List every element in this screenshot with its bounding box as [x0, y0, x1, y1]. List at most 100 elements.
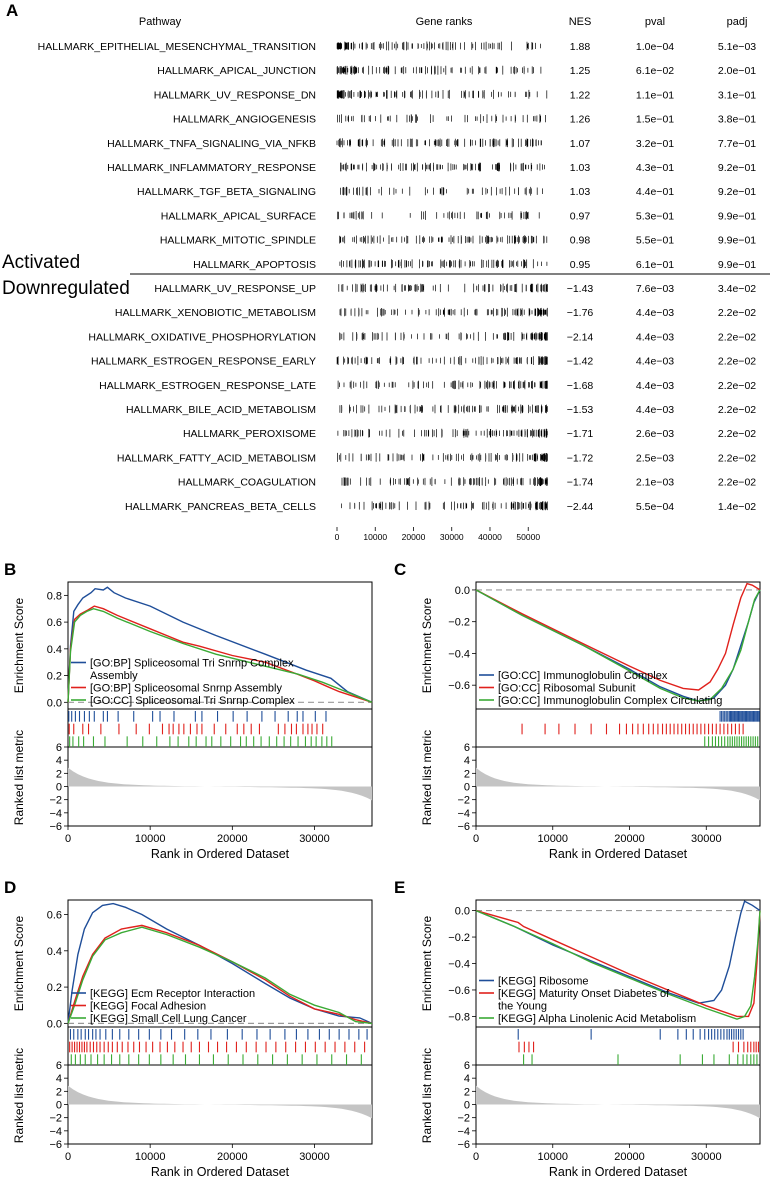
- pval-value: 1.5e−01: [636, 114, 674, 126]
- pathway-name: HALLMARK_ESTROGEN_RESPONSE_LATE: [99, 380, 316, 392]
- pathway-name: HALLMARK_UV_RESPONSE_UP: [154, 283, 316, 295]
- pval-value: 2.5e−03: [636, 452, 674, 464]
- x-tick-label: 30000: [691, 833, 722, 845]
- gene-rank-ticks: [339, 235, 548, 245]
- y-tick-label: −0.8: [448, 1011, 470, 1023]
- y-tick-label: 0.0: [47, 1018, 62, 1030]
- metric-tick-label: 0: [56, 1100, 62, 1112]
- metric-tick-label: 0: [56, 782, 62, 794]
- pval-value: 5.5e−01: [636, 235, 674, 247]
- padj-value: 9.9e−01: [718, 259, 756, 271]
- gene-rank-ticks: [336, 41, 541, 51]
- table-row: HALLMARK_UV_RESPONSE_DN 1.22 1.1e−01 3.1e−0…: [154, 89, 757, 101]
- pval-value: 4.4e−03: [636, 380, 674, 392]
- metric-tick-label: −4: [49, 1126, 62, 1138]
- pathway-name: HALLMARK_XENOBIOTIC_METABOLISM: [115, 307, 316, 319]
- x-tick-label: 0: [473, 833, 479, 845]
- metric-tick-label: 2: [464, 768, 470, 780]
- nes-value: 0.95: [570, 259, 591, 271]
- nes-value: 0.97: [570, 210, 591, 222]
- pval-value: 4.4e−03: [636, 404, 674, 416]
- pval-value: 1.0e−04: [636, 41, 674, 53]
- table-row: HALLMARK_COAGULATION −1.74 2.1e−03 2.2e−02: [178, 477, 756, 489]
- metric-tick-label: 4: [464, 1073, 470, 1085]
- table-row: HALLMARK_PEROXISOME −1.71 2.6e−03 2.2e−02: [183, 428, 756, 440]
- nes-value: −2.14: [567, 331, 594, 343]
- metric-tick-label: −4: [457, 1126, 470, 1138]
- hit-area-frame: [475, 708, 761, 748]
- pathway-name: HALLMARK_PANCREAS_BETA_CELLS: [125, 501, 316, 513]
- pval-value: 6.1e−01: [636, 259, 674, 271]
- es-curve-series-3: [475, 909, 761, 1020]
- metric-tick-label: 0: [464, 1100, 470, 1112]
- padj-value: 2.2e−02: [718, 356, 756, 368]
- gene-rank-ticks: [341, 501, 548, 511]
- gene-rank-ticks: [339, 307, 548, 317]
- legend-label: [GO:CC] Ribosomal Subunit: [498, 683, 636, 695]
- nes-value: 1.25: [570, 65, 591, 77]
- metric-tick-label: 6: [464, 742, 470, 754]
- pathway-name: HALLMARK_OXIDATIVE_PHOSPHORYLATION: [88, 331, 316, 343]
- es-curve-series-2: [67, 605, 373, 703]
- nes-value: −1.72: [567, 452, 594, 464]
- axis-tick-label: 40000: [478, 532, 502, 542]
- nes-value: 1.26: [570, 114, 591, 126]
- nes-value: −1.68: [567, 380, 594, 392]
- gene-rank-ticks: [337, 210, 540, 220]
- pathway-name: HALLMARK_APICAL_SURFACE: [161, 210, 316, 222]
- x-tick-label: 30000: [299, 833, 330, 845]
- legend-label: [KEGG] Maturity Onset Diabetes of: [498, 988, 670, 1000]
- gene-rank-ticks: [339, 404, 548, 414]
- ranked-metric-area: [68, 767, 372, 801]
- nes-value: −2.44: [567, 501, 594, 513]
- metric-tick-label: 4: [56, 755, 62, 767]
- nes-value: −1.43: [567, 283, 594, 295]
- pathway-name: HALLMARK_EPITHELIAL_MESENCHYMAL_TRANSITI…: [38, 41, 316, 53]
- group-label-activated: Activated: [2, 252, 80, 273]
- axis-tick-label: 0: [335, 532, 340, 542]
- metric-axis-label: Ranked list metric: [420, 730, 434, 825]
- y-tick-label: 0.4: [47, 644, 62, 656]
- gene-rank-ticks: [336, 356, 548, 366]
- y-tick-label: −0.4: [448, 959, 470, 971]
- pathway-name: HALLMARK_ESTROGEN_RESPONSE_EARLY: [91, 356, 316, 368]
- es-curve-series-2: [67, 924, 373, 1025]
- gene-rank-ticks: [336, 138, 542, 148]
- header-nes: NES: [569, 16, 592, 28]
- metric-tick-label: −6: [457, 821, 470, 833]
- legend-label: the Young: [498, 1001, 547, 1013]
- table-row: HALLMARK_OXIDATIVE_PHOSPHORYLATION −2.14 4…: [88, 331, 756, 343]
- ranked-metric-area: [68, 1085, 372, 1119]
- nes-value: 1.88: [570, 41, 591, 53]
- metric-tick-label: −6: [49, 821, 62, 833]
- padj-value: 2.2e−02: [718, 428, 756, 440]
- table-row: HALLMARK_APOPTOSIS 0.95 6.1e−01 9.9e−01: [193, 259, 756, 271]
- padj-value: 3.4e−02: [718, 283, 756, 295]
- table-row: HALLMARK_MITOTIC_SPINDLE 0.98 5.5e−01 9.9e−…: [160, 235, 756, 247]
- metric-tick-label: 4: [56, 1073, 62, 1085]
- x-axis-label: Rank in Ordered Dataset: [151, 1165, 290, 1179]
- pval-value: 6.1e−02: [636, 65, 674, 77]
- pathway-name: HALLMARK_MITOTIC_SPINDLE: [160, 235, 316, 247]
- group-label-downregulated: Downregulated: [2, 278, 130, 299]
- gene-rank-ticks: [340, 186, 543, 196]
- metric-axis-label: Ranked list metric: [12, 730, 26, 825]
- nes-value: 1.22: [570, 89, 591, 101]
- hit-area-frame: [67, 1026, 373, 1066]
- padj-value: 2.0e−01: [718, 65, 756, 77]
- y-tick-label: 0.2: [47, 671, 62, 683]
- metric-tick-label: 2: [56, 1086, 62, 1098]
- padj-value: 9.2e−01: [718, 162, 756, 174]
- y-tick-label: −0.2: [448, 932, 470, 944]
- y-tick-label: −0.2: [448, 617, 470, 629]
- pval-value: 7.6e−03: [636, 283, 674, 295]
- pval-value: 4.4e−03: [636, 356, 674, 368]
- nes-value: −1.76: [567, 307, 594, 319]
- y-axis-label: Enrichment Score: [420, 597, 434, 693]
- padj-value: 9.9e−01: [718, 210, 756, 222]
- y-tick-label: 0.6: [47, 910, 62, 922]
- axis-tick-label: 20000: [402, 532, 426, 542]
- y-tick-label: 0.6: [47, 617, 62, 629]
- metric-axis-label: Ranked list metric: [420, 1048, 434, 1143]
